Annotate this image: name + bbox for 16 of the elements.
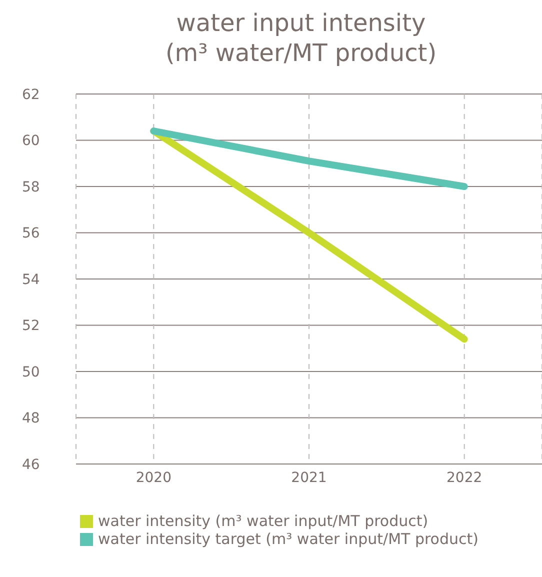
x-tick-label: 2022 <box>446 470 482 486</box>
x-tick-label: 2021 <box>291 470 327 486</box>
y-tick-label: 56 <box>22 226 40 242</box>
y-tick-label: 50 <box>22 364 40 380</box>
y-tick-label: 58 <box>22 179 40 196</box>
y-tick-label: 54 <box>22 272 40 288</box>
legend-label: water intensity (m³ water input/MT product) <box>98 512 428 530</box>
chart-subtitle: (m³ water/MT product) <box>164 38 438 68</box>
y-tick-label: 62 <box>22 86 40 103</box>
x-tick-label: 2020 <box>136 470 172 486</box>
y-tick-label: 60 <box>22 133 40 150</box>
y-tick-label: 46 <box>22 456 40 473</box>
y-tick-label: 48 <box>22 410 40 427</box>
chart-title: water input intensity <box>175 8 427 38</box>
y-tick-label: 52 <box>22 318 40 334</box>
legend-label: water intensity target (m³ water input/MT product) <box>98 530 478 548</box>
